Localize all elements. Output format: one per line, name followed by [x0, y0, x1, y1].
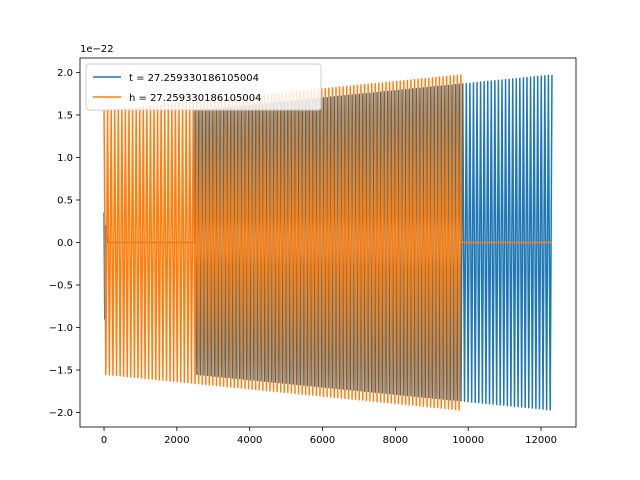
x-tick-label: 10000 [452, 435, 484, 446]
y-tick-label: 0.0 [57, 238, 73, 249]
legend-label-t: t = 27.259330186105004 [129, 73, 259, 84]
legend-box [85, 63, 322, 111]
x-tick-label: 12000 [525, 435, 557, 446]
x-tick-label: 0 [101, 435, 107, 446]
y-tick-label: −1.0 [49, 323, 73, 334]
y-tick-label: 1.0 [57, 153, 73, 164]
axes-layer: 0 2000 4000 6000 8000 10000 12000 2.0 1.5 1.0 0.5 0… [49, 68, 557, 446]
y-offset-label: 1e−22 [80, 44, 114, 55]
y-tick-label: −0.5 [49, 281, 73, 292]
y-tick-label: 2.0 [57, 68, 73, 79]
y-tick-label: 1.5 [57, 110, 73, 121]
y-tick-label: 0.5 [57, 195, 73, 206]
x-tick-label: 2000 [164, 435, 189, 446]
legend: t = 27.259330186105004 h = 27.2593301861… [85, 63, 322, 111]
x-tick-label: 8000 [383, 435, 408, 446]
x-tick-label: 6000 [310, 435, 335, 446]
y-tick-label: −2.0 [49, 408, 73, 419]
y-tick-label: −1.5 [49, 366, 73, 377]
series-line-h [103, 74, 552, 411]
legend-label-h: h = 27.259330186105004 [129, 93, 261, 104]
x-tick-label: 4000 [237, 435, 262, 446]
series-layer [103, 74, 553, 411]
